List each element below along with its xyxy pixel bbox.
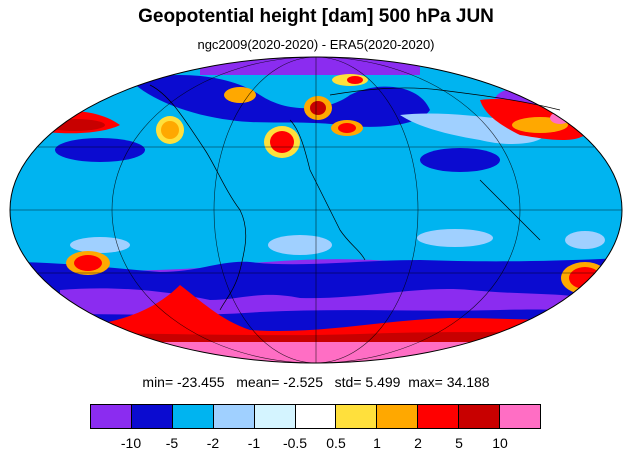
greenland-orange — [224, 87, 256, 103]
arctic-red — [347, 76, 363, 84]
hotspot-southeast — [569, 267, 601, 289]
legend-swatch-6 — [336, 405, 378, 428]
legend-tick-label: -0.5 — [282, 435, 308, 451]
legend-tick-label: 2 — [414, 435, 422, 451]
legend-ticks: -10 -5 -2 -1 -0.5 0.5 1 2 5 10 — [0, 435, 632, 455]
stat-max-label: max= — [408, 374, 443, 390]
plot-title: Geopotential height [dam] 500 hPa JUN — [138, 6, 494, 27]
stat-min: -23.455 — [177, 374, 225, 390]
legend-swatch-0 — [91, 405, 132, 428]
north-west-orange — [161, 121, 179, 139]
north-purple-top — [200, 57, 420, 75]
stat-max: 34.188 — [446, 374, 490, 390]
map-plot — [9, 56, 623, 364]
light-blue-patch-east — [565, 231, 605, 249]
cell-pacific-darkblue — [55, 138, 145, 162]
legend-swatch-9 — [459, 405, 501, 428]
legend-swatch-2 — [172, 405, 214, 428]
legend-tick-label: -2 — [206, 435, 220, 451]
legend-tick-label: -1 — [247, 435, 261, 451]
legend-swatch-7 — [377, 405, 419, 428]
europe-darkred — [310, 101, 326, 115]
stat-std: 5.499 — [365, 374, 401, 390]
legend-tick-label: 10 — [492, 435, 508, 451]
stat-std-label: std= — [334, 374, 362, 390]
stats-line: min= -23.455 mean= -2.525 std= 5.499 max… — [0, 374, 632, 390]
legend-tick-label: -10 — [120, 435, 142, 451]
atlantic-red — [270, 131, 294, 153]
north-west-darkred — [45, 119, 105, 131]
hotspot-southwest — [74, 255, 102, 271]
med-red — [338, 123, 356, 133]
legend-swatch-5 — [295, 405, 337, 428]
light-blue-patch-indian — [417, 229, 493, 247]
light-blue-patch-pacific — [70, 237, 130, 253]
legend-tick-label: -5 — [165, 435, 179, 451]
legend-tick-label: 5 — [455, 435, 463, 451]
stat-mean: -2.525 — [283, 374, 323, 390]
light-blue-patch-south-atlantic — [268, 235, 332, 255]
legend-swatch-1 — [131, 405, 173, 428]
legend-tick-label: 0.5 — [326, 435, 346, 451]
legend-swatch-10 — [500, 405, 540, 428]
plot-subtitle: ngc2009(2020-2020) - ERA5(2020-2020) — [197, 37, 435, 52]
legend-swatch-8 — [418, 405, 460, 428]
stat-mean-label: mean= — [236, 374, 280, 390]
coastlines — [149, 84, 561, 311]
globe-outline — [9, 56, 623, 364]
stat-min-label: min= — [142, 374, 174, 390]
cell-asia-darkblue — [420, 148, 500, 172]
legend-swatch-3 — [213, 405, 255, 428]
color-legend — [90, 404, 541, 429]
legend-swatch-4 — [254, 405, 296, 428]
north-blue-cells — [130, 75, 430, 127]
legend-tick-label: 1 — [373, 435, 381, 451]
